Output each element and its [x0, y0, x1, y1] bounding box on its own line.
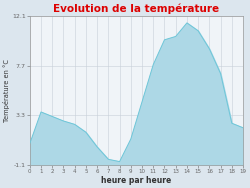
Title: Evolution de la température: Evolution de la température	[53, 3, 220, 14]
Y-axis label: Température en °C: Température en °C	[4, 59, 10, 122]
X-axis label: heure par heure: heure par heure	[101, 176, 172, 185]
